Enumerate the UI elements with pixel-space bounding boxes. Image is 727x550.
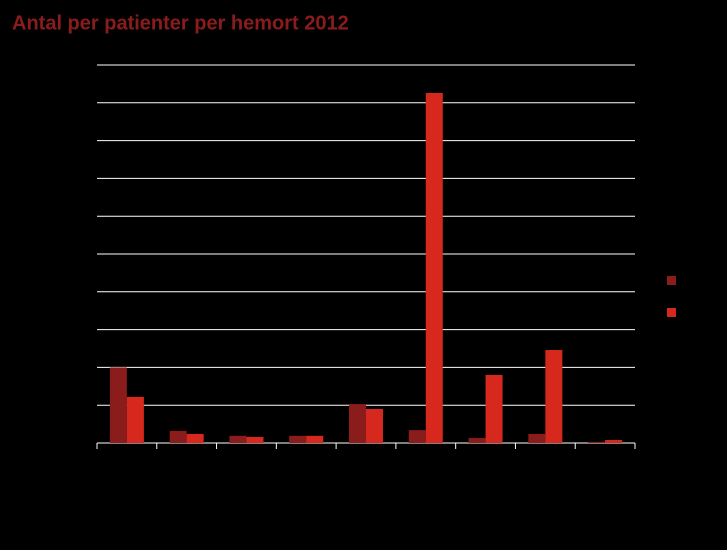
bar (126, 396, 144, 443)
bar (545, 350, 563, 443)
chart-title: Antal per patienter per hemort 2012 (12, 12, 349, 34)
bar (306, 435, 324, 443)
bar (425, 92, 443, 444)
bar (588, 441, 606, 443)
bar (408, 430, 426, 443)
bar (186, 433, 204, 443)
bar (109, 367, 127, 443)
bar (605, 439, 623, 443)
legend-marker (667, 276, 676, 285)
bar (229, 435, 247, 443)
legend-marker (667, 308, 676, 317)
bar (528, 433, 546, 443)
bar (366, 408, 383, 443)
bar (468, 438, 486, 443)
bar (246, 436, 264, 443)
bar (169, 430, 187, 443)
bar (485, 374, 503, 443)
bar (289, 435, 307, 443)
bar (349, 404, 366, 443)
